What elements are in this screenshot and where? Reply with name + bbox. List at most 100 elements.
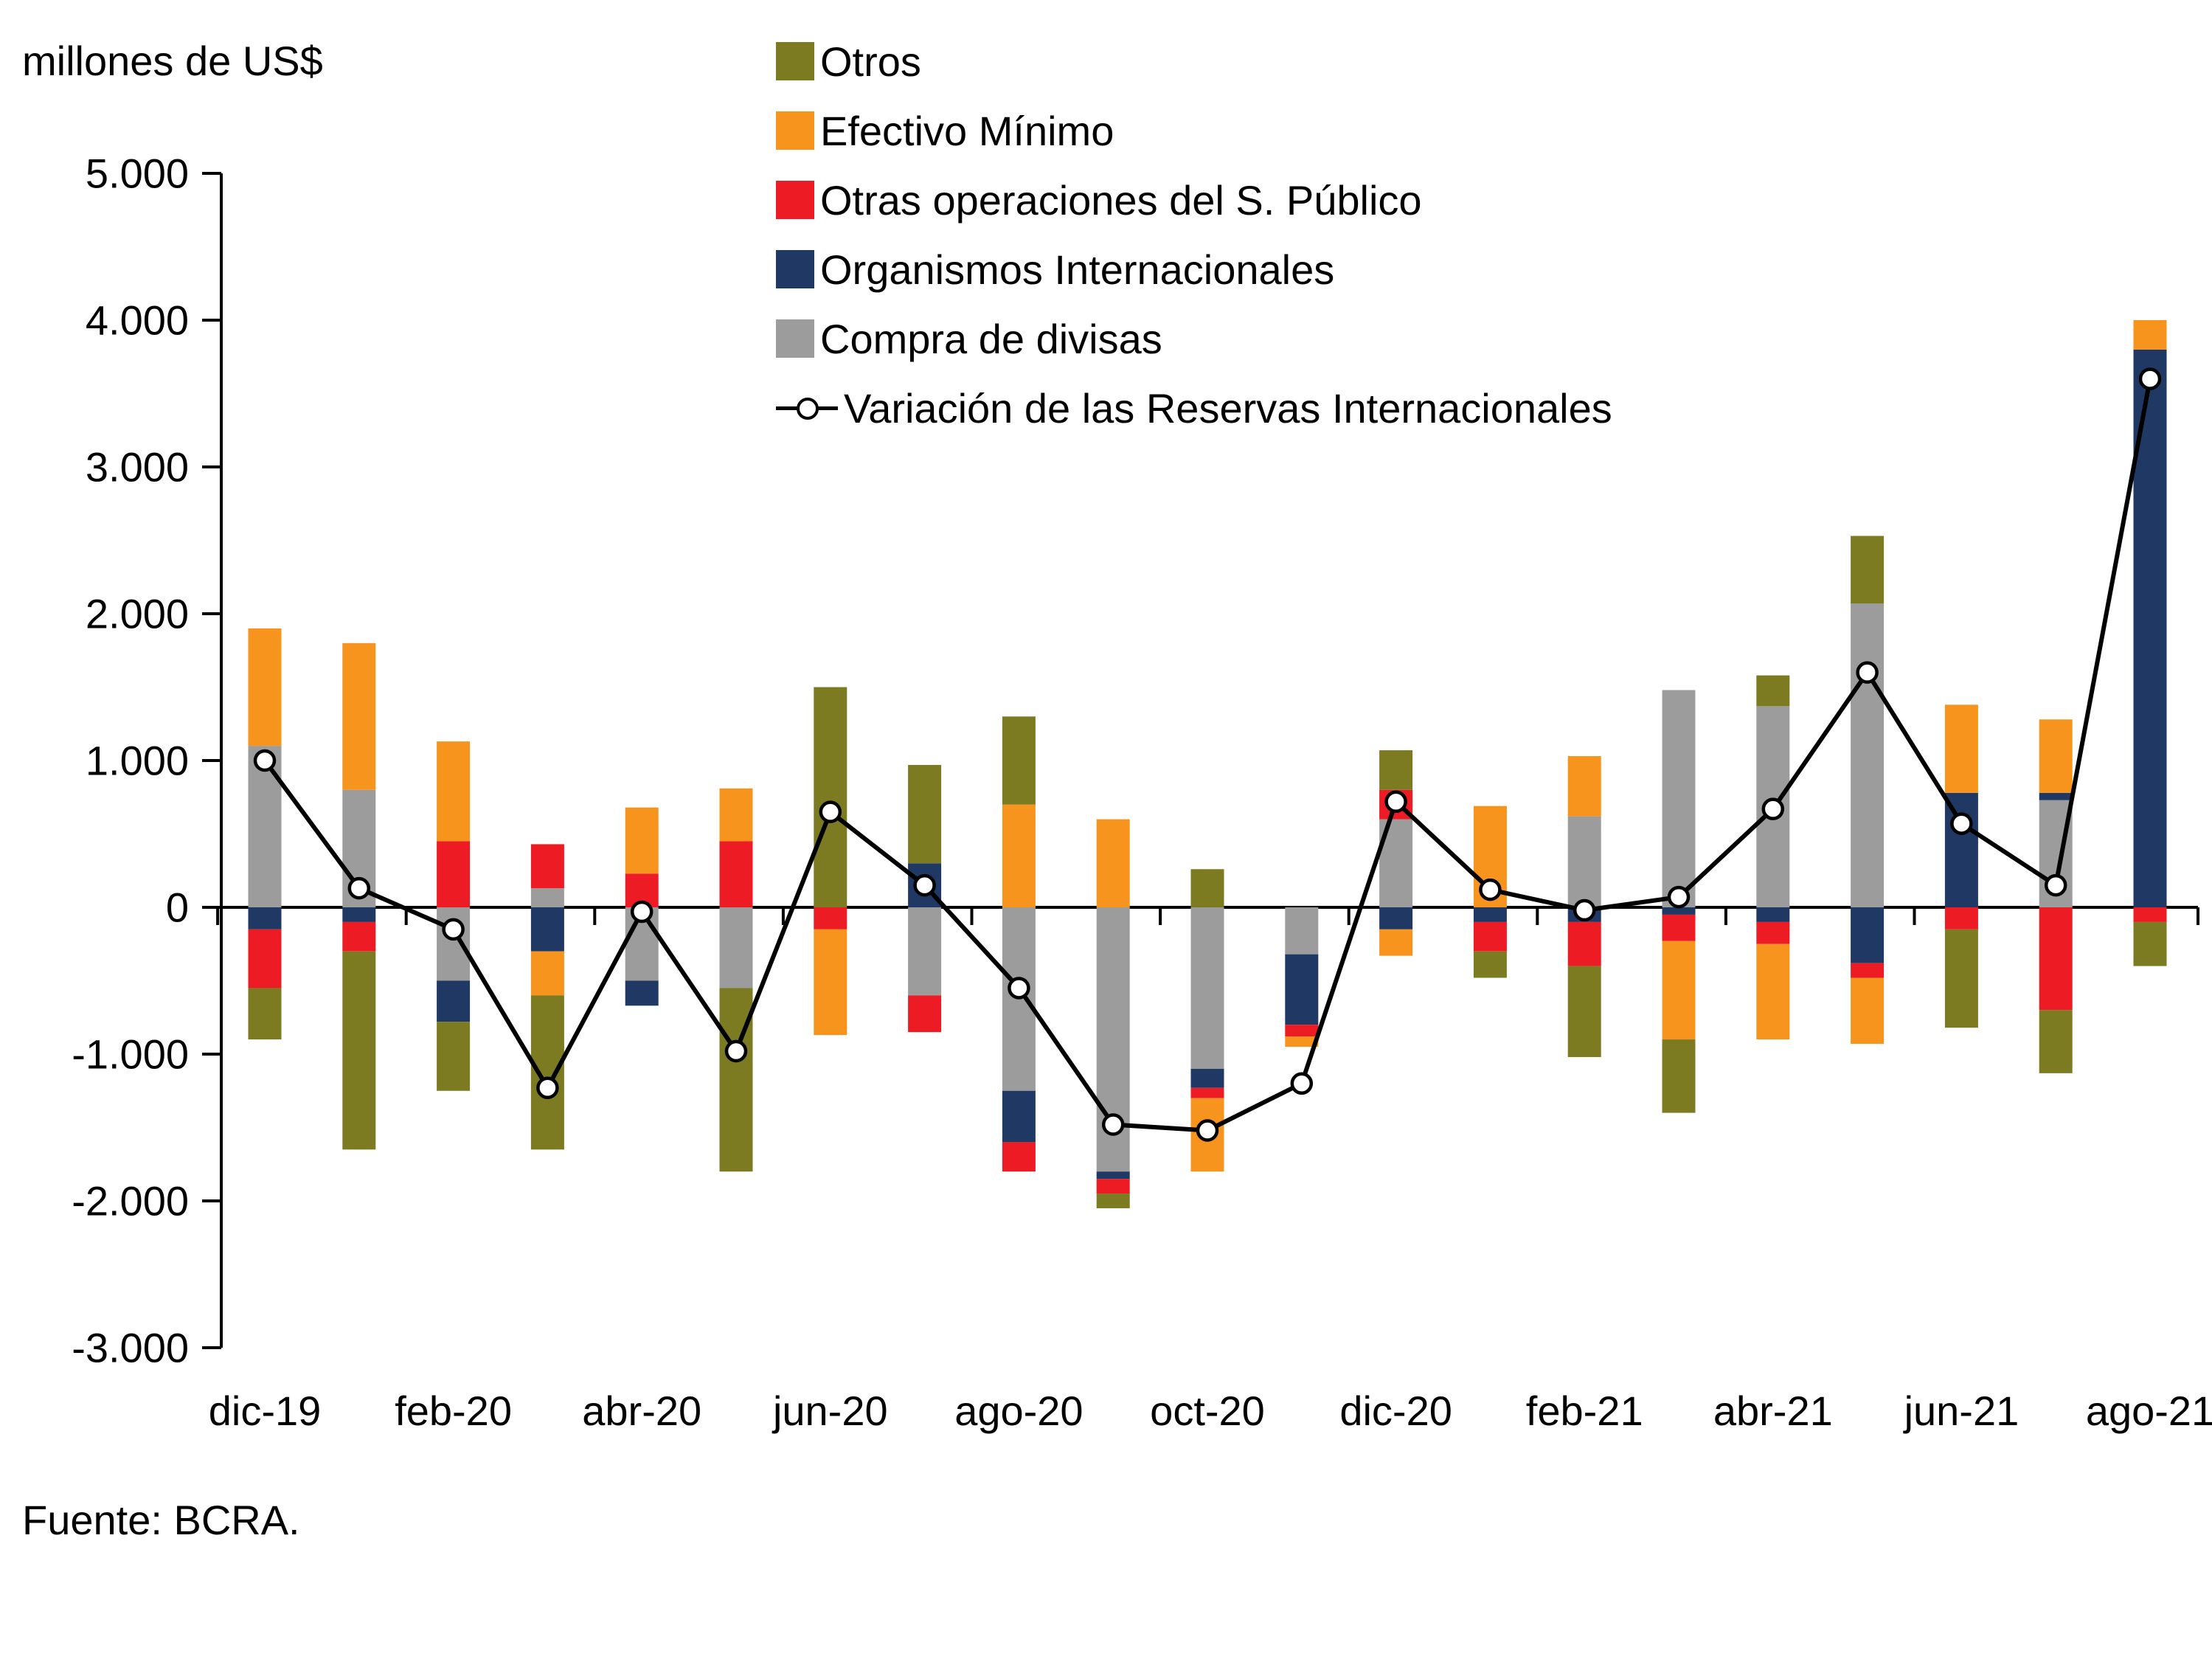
- bar-segment: [1285, 954, 1319, 1025]
- reserves-variation-marker: [1384, 790, 1407, 813]
- bar-segment: [1662, 914, 1696, 941]
- bar-segment: [437, 841, 471, 907]
- bar-segment: [1944, 792, 1978, 907]
- bar-segment: [719, 907, 753, 988]
- legend-swatch-icon: [776, 319, 814, 358]
- y-tick-label: -1.000: [72, 1031, 189, 1078]
- bar-segment: [1851, 963, 1885, 978]
- bar-segment: [908, 764, 942, 864]
- bar-segment: [530, 888, 564, 907]
- bar-segment: [1379, 929, 1413, 956]
- y-tick-label: -2.000: [72, 1178, 189, 1225]
- bar-segment: [437, 980, 471, 1022]
- bar-segment: [1567, 756, 1601, 817]
- bar-segment: [1662, 690, 1696, 907]
- reserves-variation-marker: [913, 873, 936, 897]
- y-tick-label: 5.000: [86, 150, 189, 197]
- bar-segment: [2039, 792, 2073, 800]
- bar-segment: [2133, 907, 2167, 922]
- bar-segment: [342, 951, 376, 1150]
- bar-segment: [1285, 907, 1319, 955]
- bar-segment: [1756, 921, 1790, 944]
- bar-segment: [1756, 907, 1790, 922]
- bar-segment: [1002, 804, 1036, 907]
- bar-segment: [814, 929, 847, 1036]
- reserves-variation-marker: [1761, 797, 1785, 820]
- legend-swatch-icon: [776, 181, 814, 219]
- bar-segment: [1851, 536, 1885, 604]
- bar-segment: [248, 988, 282, 1040]
- x-tick-label: dic-20: [1339, 1388, 1452, 1434]
- bar-segment: [719, 841, 753, 907]
- reserves-variation-marker: [536, 1076, 559, 1100]
- bar-segment: [1851, 603, 1885, 907]
- legend-swatch-icon: [776, 250, 814, 288]
- bar-segment: [1851, 907, 1885, 963]
- bar-segment: [1662, 941, 1696, 1040]
- bar-segment: [1190, 1087, 1224, 1098]
- bar-segment: [1567, 966, 1601, 1057]
- bar-segment: [814, 687, 847, 907]
- reserves-variation-marker: [347, 876, 371, 900]
- bar-segment: [342, 643, 376, 790]
- bar-segment: [342, 921, 376, 952]
- bar-segment: [908, 995, 942, 1033]
- bar-segment: [719, 788, 753, 842]
- bar-segment: [1096, 819, 1130, 907]
- bar-segment: [248, 907, 282, 929]
- bar-segment: [2039, 907, 2073, 1011]
- legend-line-marker-icon: [776, 389, 838, 427]
- legend-label: Organismos Internacionales: [820, 246, 1335, 293]
- bar-segment: [1944, 929, 1978, 1028]
- bar-segment: [2133, 921, 2167, 966]
- reserves-variation-marker: [442, 918, 465, 941]
- bar-segment: [2039, 719, 2073, 793]
- x-tick-label: dic-19: [209, 1388, 322, 1434]
- x-tick-label: jun-21: [1903, 1388, 2019, 1434]
- bar-segment: [625, 980, 659, 1006]
- legend: Otros Efectivo Mínimo Otras operaciones de…: [776, 27, 1612, 443]
- legend-label: Otros: [820, 38, 921, 85]
- source-note: Fuente: BCRA.: [22, 1497, 300, 1543]
- bar-segment: [1473, 921, 1507, 952]
- legend-item-0: Otros: [776, 27, 1612, 96]
- bar-segment: [1002, 1090, 1036, 1143]
- y-tick-label: -3.000: [72, 1325, 189, 1371]
- bar-segment: [1851, 977, 1885, 1045]
- bar-segment: [2133, 320, 2167, 350]
- x-tick-label: ago-21: [2086, 1388, 2212, 1434]
- legend-swatch-icon: [776, 42, 814, 80]
- bar-segment: [1285, 1036, 1319, 1047]
- y-tick-label: 0: [166, 884, 189, 931]
- bar-segment: [1096, 1171, 1130, 1180]
- reserves-variation-marker: [2044, 873, 2067, 897]
- legend-label: Efectivo Mínimo: [820, 107, 1114, 154]
- reserves-variation-marker: [1479, 878, 1502, 901]
- bar-segment: [814, 907, 847, 929]
- x-tick-label: ago-20: [954, 1388, 1083, 1434]
- y-tick-label: 4.000: [86, 297, 189, 344]
- bar-segment: [1567, 921, 1601, 966]
- reserves-variation-marker: [1667, 885, 1691, 909]
- bar-segment: [1567, 816, 1601, 907]
- reserves-variation-marker: [630, 900, 653, 924]
- reserves-variation-marker: [1950, 812, 1973, 835]
- reserves-variation-marker: [1101, 1113, 1125, 1136]
- legend-item-5: Variación de las Reservas Internacionale…: [776, 373, 1612, 443]
- bar-segment: [530, 951, 564, 996]
- reserves-variation-marker: [724, 1039, 748, 1063]
- y-tick-label: 3.000: [86, 444, 189, 491]
- x-tick-label: abr-20: [582, 1388, 701, 1434]
- bar-segment: [1190, 1068, 1224, 1088]
- reserves-variation-marker: [1008, 977, 1030, 1000]
- reserves-variation-marker: [1290, 1072, 1314, 1095]
- bar-segment: [2039, 1010, 2073, 1073]
- legend-item-4: Compra de divisas: [776, 304, 1612, 373]
- bar-segment: [719, 988, 753, 1172]
- bar-segment: [1944, 704, 1978, 793]
- bar-segment: [342, 907, 376, 922]
- legend-item-3: Organismos Internacionales: [776, 235, 1612, 304]
- x-tick-label: oct-20: [1150, 1388, 1265, 1434]
- legend-label: Compra de divisas: [820, 315, 1162, 362]
- bar-segment: [1662, 1039, 1696, 1113]
